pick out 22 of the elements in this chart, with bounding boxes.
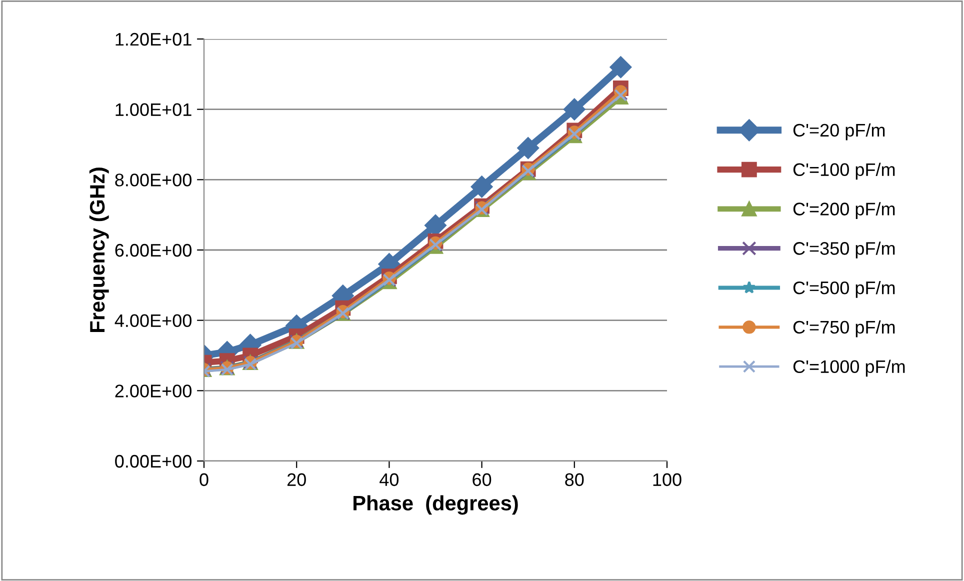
legend-label: C'=100 pF/m: [793, 162, 895, 180]
x-tick-label: 20: [287, 473, 306, 486]
legend-label: C'=750 pF/m: [793, 320, 895, 338]
y-tick-label: 0.00E+00: [115, 454, 192, 468]
legend-label: C'=350 pF/m: [793, 242, 895, 258]
y-tick-label: 4.00E+00: [114, 314, 192, 328]
y-axis-title: Frequency (GHz): [89, 168, 109, 332]
y-tick-label: 2.00E+00: [115, 384, 192, 398]
x-tick-label: 40: [380, 473, 399, 486]
y-tick-label: 8.00E+00: [115, 174, 192, 186]
legend-label: C'=500 pF/m: [793, 280, 895, 298]
x-tick-label: 100: [653, 473, 682, 486]
x-tick-label: 0: [200, 473, 208, 486]
y-tick-label: 1.00E+01: [116, 103, 192, 116]
x-tick-label: 60: [472, 473, 492, 486]
y-tick-label: 1.20E+01: [116, 32, 192, 46]
x-axis-title: Phase (degrees): [354, 495, 518, 515]
x-tick-label: 80: [565, 473, 584, 486]
legend-label: C'=200 pF/m: [793, 202, 895, 220]
legend-label: C'=1000 pF/m: [793, 360, 905, 377]
legend-label: C'=20 pF/m: [793, 123, 885, 140]
y-tick-label: 6.00E+00: [115, 244, 192, 257]
